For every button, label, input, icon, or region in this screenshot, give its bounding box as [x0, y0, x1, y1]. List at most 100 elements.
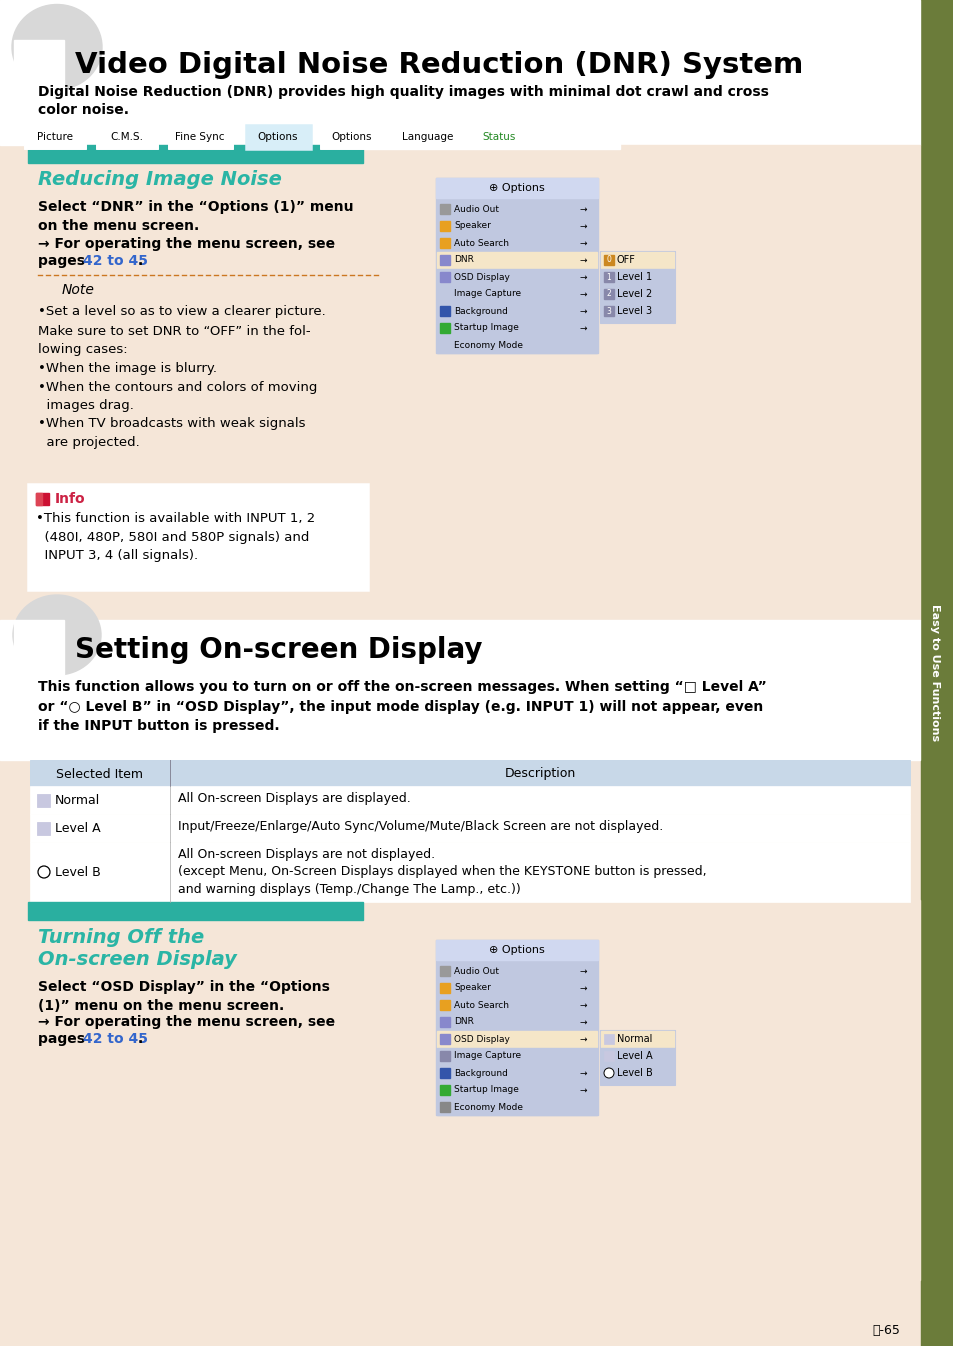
Text: →: → [579, 984, 587, 992]
Text: Level 3: Level 3 [617, 306, 652, 316]
Text: →: → [579, 1085, 587, 1094]
Text: → For operating the menu screen, see: → For operating the menu screen, see [38, 1015, 335, 1028]
Text: .: . [138, 254, 143, 268]
Text: Level A: Level A [617, 1051, 652, 1061]
Bar [436, 178, 598, 198]
Text: 3: 3 [606, 307, 611, 315]
Text: •This function is available with INPUT 1, 2
  (480I, 480P, 580I and 580P signals: •This function is available with INPUT 1… [36, 511, 314, 563]
Text: DNR: DNR [454, 256, 474, 265]
Bar [439, 1034, 450, 1044]
Text: →: → [579, 1035, 587, 1043]
Text: Description: Description [504, 767, 575, 781]
Bar [439, 306, 450, 316]
Bar [600, 1049, 673, 1063]
Text: Setting On-screen Display: Setting On-screen Display [75, 637, 482, 664]
Text: →: → [579, 272, 587, 281]
Bar [436, 962, 597, 979]
Text: Info: Info [55, 493, 86, 506]
Text: Startup Image: Startup Image [454, 1085, 518, 1094]
Text: OFF: OFF [617, 254, 636, 265]
Bar [37, 822, 50, 835]
Text: →: → [579, 323, 587, 332]
Text: Make sure to set DNR to “OFF” in the fol-
lowing cases:: Make sure to set DNR to “OFF” in the fol… [38, 324, 311, 355]
Bar [439, 1051, 450, 1061]
Text: Options: Options [332, 132, 372, 141]
Bar [439, 254, 450, 265]
Bar [603, 306, 614, 316]
Text: On-screen Display: On-screen Display [38, 950, 236, 969]
Bar [14, 621, 64, 674]
Text: pages: pages [38, 254, 90, 268]
Bar [436, 201, 597, 217]
Text: Audio Out: Audio Out [454, 966, 498, 976]
Bar [28, 902, 363, 921]
Text: Easy to Use Functions: Easy to Use Functions [929, 604, 939, 742]
Text: .: . [138, 1032, 143, 1046]
Text: Auto Search: Auto Search [454, 238, 509, 248]
Text: pages: pages [38, 1032, 90, 1046]
Text: →: → [579, 256, 587, 265]
Circle shape [603, 1067, 614, 1078]
Text: Turning Off the: Turning Off the [38, 927, 204, 948]
Text: Status: Status [482, 132, 516, 141]
Bar [603, 1034, 614, 1044]
Text: Speaker: Speaker [454, 984, 491, 992]
Bar [436, 940, 598, 960]
Text: Speaker: Speaker [454, 222, 491, 230]
Text: Level A: Level A [55, 821, 100, 835]
Circle shape [38, 865, 50, 878]
Bar [436, 1082, 597, 1098]
Text: Digital Noise Reduction (DNR) provides high quality images with minimal dot craw: Digital Noise Reduction (DNR) provides h… [38, 85, 768, 117]
Text: This function allows you to turn on or off the on-screen messages. When setting : This function allows you to turn on or o… [38, 680, 766, 734]
Bar [319, 125, 385, 149]
Bar [30, 814, 909, 843]
Text: Selected Item: Selected Item [56, 767, 143, 781]
Text: DNR: DNR [454, 1018, 474, 1027]
Text: →: → [579, 1069, 587, 1078]
Bar [439, 966, 450, 976]
Text: →: → [579, 222, 587, 230]
Bar [0, 621, 919, 760]
Text: Level B: Level B [55, 865, 101, 879]
Text: Economy Mode: Economy Mode [454, 1102, 522, 1112]
Bar [439, 221, 450, 232]
Bar [436, 236, 597, 250]
Text: Background: Background [454, 307, 507, 315]
Text: →: → [579, 289, 587, 299]
Bar [603, 272, 614, 283]
Bar [246, 125, 311, 149]
Text: →: → [579, 205, 587, 214]
Bar [436, 269, 597, 285]
Bar [920, 0, 953, 1346]
Text: Image Capture: Image Capture [454, 289, 520, 299]
Bar [25, 900, 919, 1280]
Text: Economy Mode: Economy Mode [454, 341, 522, 350]
Bar [439, 323, 450, 332]
Text: Select “DNR” in the “Options (1)” menu
on the menu screen.: Select “DNR” in the “Options (1)” menu o… [38, 201, 354, 233]
Text: OSD Display: OSD Display [454, 1035, 509, 1043]
Bar [436, 320, 597, 336]
Bar [599, 250, 675, 323]
Bar [600, 269, 673, 285]
Text: →: → [579, 307, 587, 315]
Text: OSD Display: OSD Display [454, 272, 509, 281]
Bar [603, 254, 614, 265]
Text: 42 to 45: 42 to 45 [83, 1032, 148, 1046]
Text: → For operating the menu screen, see: → For operating the menu screen, see [38, 237, 335, 250]
Text: →: → [579, 966, 587, 976]
Bar [36, 493, 49, 505]
Bar [28, 145, 363, 163]
Bar [436, 336, 597, 353]
Bar [30, 843, 909, 902]
Text: →: → [579, 238, 587, 248]
Bar [436, 1031, 597, 1047]
Text: Reducing Image Noise: Reducing Image Noise [38, 170, 281, 188]
Text: ⊕ Options: ⊕ Options [489, 183, 544, 192]
Bar [436, 1014, 597, 1030]
Bar [436, 1098, 597, 1114]
Text: Level 2: Level 2 [617, 289, 652, 299]
Text: Options: Options [257, 132, 298, 141]
Bar [436, 303, 597, 319]
Bar [436, 178, 598, 353]
Text: Ⓐ-65: Ⓐ-65 [871, 1323, 899, 1337]
